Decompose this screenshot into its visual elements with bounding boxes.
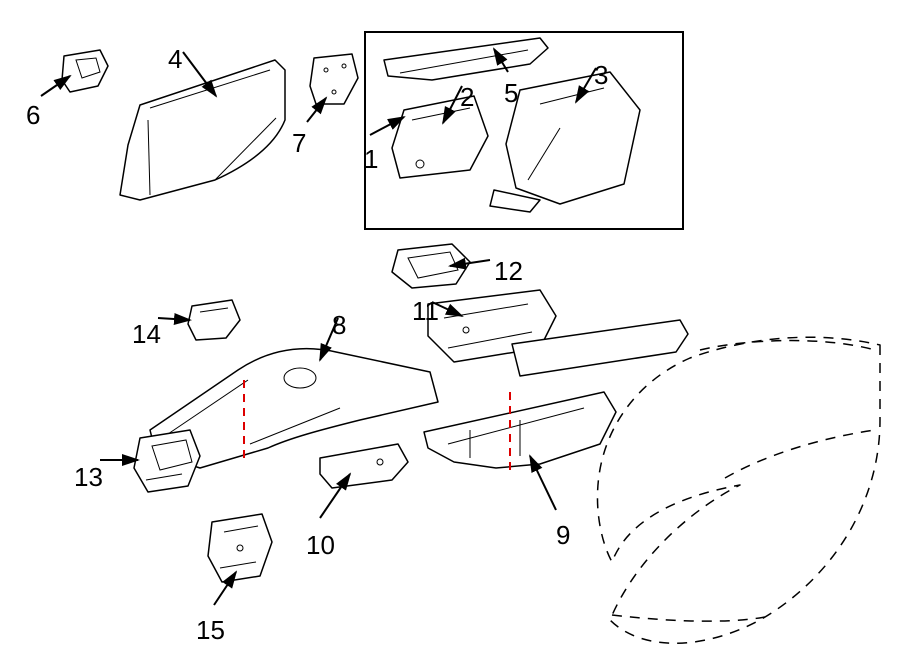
parts-diagram: 123456789101112131415	[0, 0, 900, 661]
callout-label-14: 14	[132, 319, 161, 350]
callout-label-15: 15	[196, 615, 225, 646]
callout-label-9: 9	[556, 520, 570, 551]
callout-label-4: 4	[168, 44, 182, 75]
part-10	[320, 444, 408, 488]
callout-label-12: 12	[494, 256, 523, 287]
callout-label-8: 8	[332, 310, 346, 341]
callout-arrow-14	[158, 318, 190, 320]
part-13	[134, 430, 200, 492]
callout-label-3: 3	[594, 60, 608, 91]
callout-label-6: 6	[26, 100, 40, 131]
part-7	[310, 54, 358, 104]
callout-label-2: 2	[460, 82, 474, 113]
part-4	[120, 60, 285, 200]
part-group-box-1	[364, 31, 684, 230]
callout-label-1: 1	[364, 144, 378, 175]
part-15	[208, 514, 272, 582]
part-12	[392, 244, 470, 288]
context-fender-outline	[597, 337, 880, 643]
part-9	[424, 392, 616, 468]
callout-label-11: 11	[412, 296, 439, 327]
callout-label-5: 5	[504, 78, 518, 109]
callout-label-7: 7	[292, 128, 306, 159]
callout-arrow-9	[530, 456, 556, 510]
callout-label-10: 10	[306, 530, 335, 561]
part-14	[188, 300, 240, 340]
part-6	[62, 50, 108, 92]
callout-label-13: 13	[74, 462, 103, 493]
